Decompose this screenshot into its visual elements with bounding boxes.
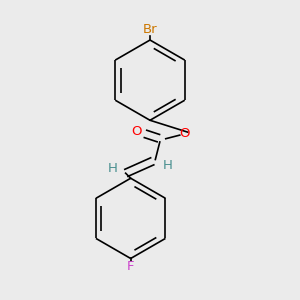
Text: H: H bbox=[108, 162, 118, 175]
Text: H: H bbox=[162, 159, 172, 172]
Text: O: O bbox=[131, 125, 142, 138]
Text: F: F bbox=[127, 260, 134, 273]
Text: Br: Br bbox=[143, 23, 157, 36]
Text: O: O bbox=[179, 127, 189, 140]
